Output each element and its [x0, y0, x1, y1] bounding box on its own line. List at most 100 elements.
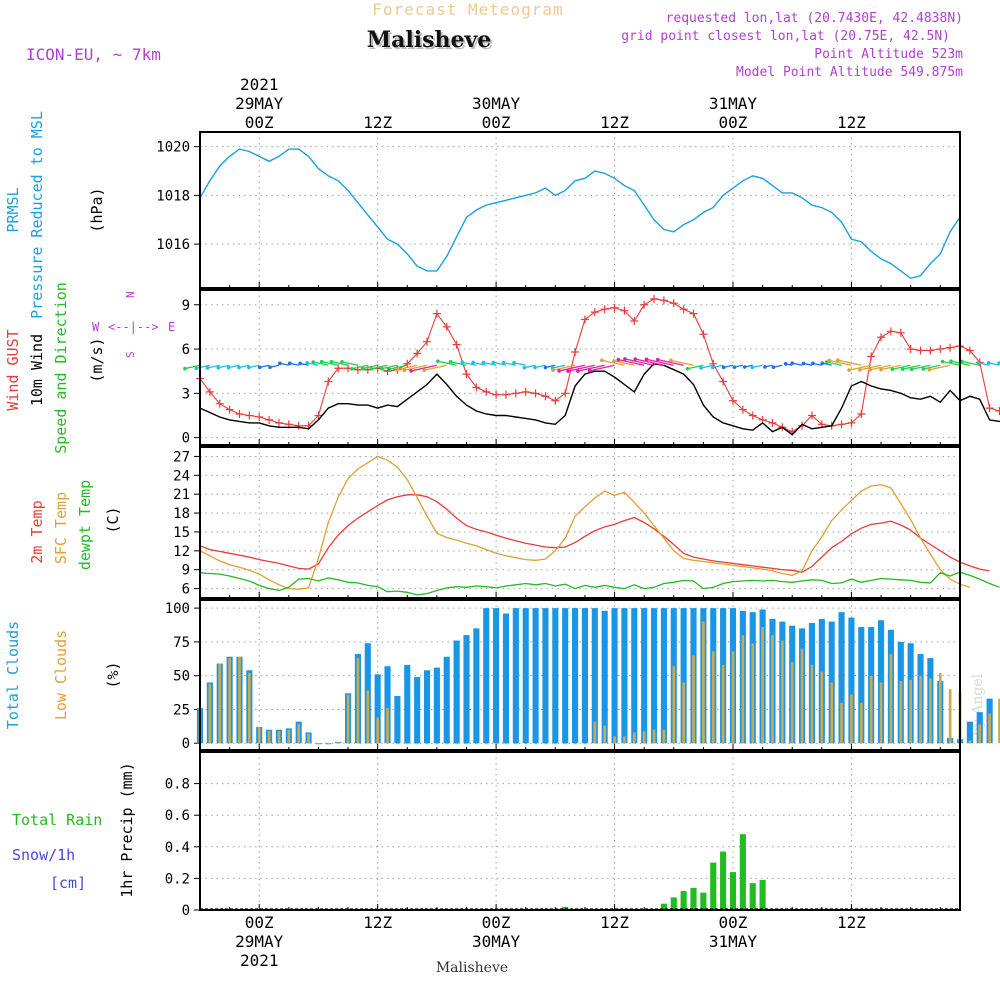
low-cloud-bar — [248, 672, 251, 744]
gust-marker — [235, 410, 244, 418]
wind-arrow — [670, 359, 694, 366]
total-cloud-bar — [660, 608, 667, 744]
time-label: 00Z — [245, 113, 274, 132]
total-cloud-bar — [463, 635, 470, 744]
wind-arrow — [646, 358, 674, 366]
wind-arrow-head — [909, 367, 914, 372]
gust-marker — [551, 396, 560, 405]
wind-arrow-head — [557, 369, 561, 373]
wind-arrow-head — [644, 357, 649, 362]
wind-arrow — [837, 359, 862, 366]
wind-arrow — [228, 364, 240, 369]
low-cloud-bar — [711, 651, 715, 744]
wind-arrow — [184, 364, 201, 370]
total-cloud-bar — [414, 677, 421, 744]
wind-arrow — [307, 362, 319, 366]
low-cloud-bar — [780, 640, 784, 744]
wind-arrow-head — [566, 369, 570, 373]
y-tick-label: 15 — [173, 525, 190, 541]
wind-arrow-head — [216, 365, 221, 370]
wind-arrow-head — [927, 368, 932, 372]
wind-arrow-head — [183, 366, 187, 371]
wind-arrow-head — [986, 361, 991, 365]
rain-bar — [710, 862, 717, 910]
temp-dewpt-line — [199, 571, 1000, 596]
low-cloud-bar — [484, 743, 488, 745]
low-cloud-bar — [524, 743, 528, 745]
rain-bar — [670, 897, 677, 910]
wind-arrow — [552, 364, 566, 369]
low-cloud-bar — [988, 713, 991, 744]
wind-arrow-head — [512, 360, 516, 365]
wind-arrow — [524, 364, 536, 369]
wind-arrow — [657, 359, 684, 366]
panel-temp: 6 9 12 15 18 21 24 27 2m Temp SFC Temp dewpt Temp (… — [28, 446, 1000, 599]
gust-marker — [867, 352, 876, 361]
wind-arrow — [196, 364, 211, 369]
wind-arrow-head — [409, 369, 413, 373]
wind-arrow — [589, 364, 615, 372]
wind-arrow-head — [533, 365, 537, 370]
low-cloud-bar — [208, 683, 212, 744]
gust-marker — [896, 328, 905, 337]
total-cloud-bar — [631, 608, 638, 744]
time-label: 31MAY — [709, 932, 758, 951]
time-label: 00Z — [245, 913, 274, 932]
wind-arrow — [472, 361, 487, 366]
time-label: 29MAY — [235, 932, 284, 951]
wind-arrow-head — [811, 361, 815, 366]
low-cloud-bar — [307, 733, 310, 744]
low-cloud-bar — [336, 741, 340, 744]
gust-marker — [334, 364, 343, 373]
low-cloud-bar — [800, 648, 804, 744]
wind-arrow-head — [890, 367, 895, 372]
gust-marker — [501, 390, 510, 399]
y-tick-label: 1020 — [156, 140, 190, 156]
total-cloud-bar — [966, 721, 973, 744]
rain-bar — [660, 903, 667, 910]
total-cloud-bar — [423, 670, 431, 744]
gust-marker — [659, 296, 668, 305]
wind-arrow — [362, 364, 378, 370]
low-cloud-bar — [613, 736, 616, 744]
low-cloud-bar — [593, 721, 597, 744]
wind-arrow — [437, 360, 457, 366]
time-label: 12Z — [363, 913, 392, 932]
y-tick-label: 18 — [173, 506, 190, 522]
low-cloud-bar — [465, 743, 468, 745]
wind-arrow-head — [576, 369, 580, 373]
wind-arrow-head — [226, 365, 231, 370]
panel-frame — [199, 599, 961, 751]
gust-marker — [472, 383, 481, 392]
footer-place: Malisheve — [436, 960, 508, 976]
time-label: 00Z — [482, 113, 511, 132]
wind-arrow — [558, 364, 586, 372]
low-cloud-bar — [929, 678, 932, 744]
wind-arrow-head — [801, 361, 806, 366]
wind-arrow-head — [949, 359, 953, 363]
wind-arrow-head — [623, 357, 627, 361]
time-label: 12Z — [600, 913, 629, 932]
total-cloud-bar — [680, 608, 687, 744]
time-label: 30MAY — [472, 932, 521, 951]
point-altitude: Point Altitude 523m — [814, 47, 963, 62]
compass-e: E — [168, 320, 175, 334]
low-cloud-bar — [998, 698, 1000, 744]
panel-wind: 0 3 6 9 Wind GUST 10m Wind Speed and Direction… — [4, 282, 1000, 454]
low-cloud-bar — [544, 743, 547, 745]
gust-marker — [719, 377, 728, 386]
wind-arrow-head — [350, 366, 354, 371]
compass-w: W — [92, 320, 100, 334]
y-tick-label: 9 — [182, 563, 190, 579]
wind-arrow-head — [669, 358, 673, 363]
wind-arrow — [552, 364, 576, 371]
panel-label-snow-unit: [cm] — [50, 874, 86, 892]
gust-marker — [462, 370, 471, 379]
panel-precip: 0 0.2 0.4 0.6 0.8 Total Rain Snow/1h [cm] 1hr Pr… — [12, 751, 961, 919]
time-label: 29MAY — [235, 94, 284, 113]
compass-sep: <--|--> — [108, 320, 159, 334]
y-tick-label: 0 — [182, 736, 190, 752]
gust-marker — [245, 411, 254, 420]
low-cloud-bar — [761, 627, 764, 744]
wind-arrow-head — [976, 361, 981, 365]
